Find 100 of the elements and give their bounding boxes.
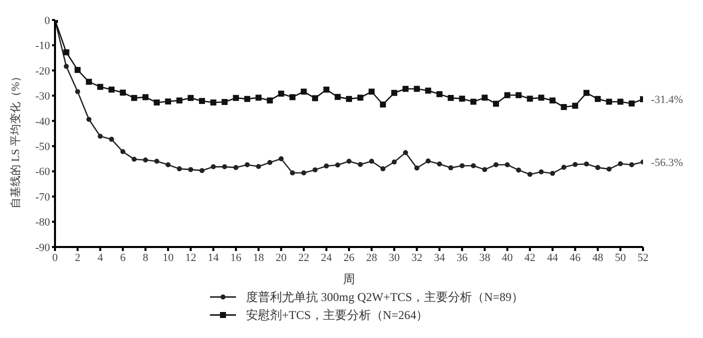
point xyxy=(266,97,273,104)
point xyxy=(402,86,409,92)
point xyxy=(176,97,182,104)
point xyxy=(550,170,556,176)
x-tick-label: 34 xyxy=(434,252,446,264)
point xyxy=(526,96,533,102)
point xyxy=(595,165,600,170)
y-tick-label: -90 xyxy=(35,242,50,254)
x-tick-label: 2 xyxy=(74,252,80,264)
point xyxy=(222,164,228,170)
point xyxy=(86,78,92,85)
point xyxy=(392,160,397,164)
point xyxy=(165,98,172,104)
point xyxy=(64,64,69,69)
annotation: -56.3% xyxy=(651,156,684,169)
x-tick-label: 32 xyxy=(411,252,422,264)
point xyxy=(584,162,589,167)
point xyxy=(538,94,544,101)
point xyxy=(86,116,92,122)
point xyxy=(256,164,262,170)
point xyxy=(561,164,566,170)
point xyxy=(594,96,601,102)
x-tick-label: 42 xyxy=(524,252,536,264)
point xyxy=(324,164,329,169)
point xyxy=(628,100,635,106)
point xyxy=(233,165,238,170)
y-tick-label: -30 xyxy=(35,90,50,103)
point xyxy=(132,156,137,162)
point xyxy=(493,100,499,107)
point xyxy=(380,166,386,172)
x-tick-label: 52 xyxy=(638,252,648,264)
point xyxy=(426,158,431,164)
x-tick-label: 22 xyxy=(298,252,310,264)
point xyxy=(312,95,318,102)
point xyxy=(97,84,104,90)
point xyxy=(335,162,340,168)
point xyxy=(109,136,114,142)
legend-label: 度普利尤单抗 300mg Q2W+TCS，主要分析（N=89） xyxy=(246,288,524,306)
x-tick-label: 6 xyxy=(120,252,126,264)
point xyxy=(142,157,148,162)
point xyxy=(199,98,205,104)
point xyxy=(618,161,623,166)
x-tick-label: 0 xyxy=(52,252,58,264)
point xyxy=(200,168,204,174)
point xyxy=(300,88,307,95)
point xyxy=(629,162,634,168)
x-tick-label: 16 xyxy=(230,252,242,264)
point xyxy=(494,162,498,168)
point xyxy=(176,166,182,172)
point xyxy=(120,90,126,96)
point xyxy=(414,86,420,92)
point xyxy=(346,96,352,102)
point xyxy=(482,167,488,172)
y-tick-label: -80 xyxy=(35,216,50,229)
point xyxy=(154,158,160,164)
point xyxy=(108,86,115,93)
point xyxy=(267,160,272,166)
point xyxy=(244,162,250,168)
point xyxy=(278,90,284,97)
point xyxy=(210,164,216,170)
point xyxy=(516,168,522,173)
y-tick-label: -10 xyxy=(35,40,50,52)
legend-label: 安慰剂+TCS，主要分析（N=264） xyxy=(246,306,428,324)
x-tick-label: 50 xyxy=(614,252,626,264)
point xyxy=(436,91,442,98)
point xyxy=(142,94,148,100)
point xyxy=(504,92,510,98)
x-tick-label: 48 xyxy=(592,252,604,264)
x-tick-label: 12 xyxy=(185,252,196,264)
point xyxy=(606,166,612,172)
x-tick-label: 20 xyxy=(276,252,288,264)
point xyxy=(572,102,578,109)
y-tick-label: -70 xyxy=(35,191,50,204)
point xyxy=(391,90,398,96)
point xyxy=(357,94,364,101)
point xyxy=(256,94,262,101)
point xyxy=(470,163,476,168)
point xyxy=(188,94,194,101)
annotation: -31.4% xyxy=(651,94,684,106)
y-tick-label: -40 xyxy=(35,116,50,128)
y-tick-label: -50 xyxy=(35,141,50,154)
x-tick-label: 4 xyxy=(97,252,104,264)
point xyxy=(583,90,590,96)
point xyxy=(460,163,465,168)
point xyxy=(403,150,408,156)
point xyxy=(63,49,70,56)
point xyxy=(346,158,352,164)
point xyxy=(482,94,488,101)
x-tick-label: 24 xyxy=(320,252,332,264)
point xyxy=(301,170,306,176)
x-tick-label: 46 xyxy=(570,252,582,264)
point xyxy=(323,86,330,93)
x-tick-label: 36 xyxy=(456,252,468,264)
point xyxy=(358,162,363,168)
point xyxy=(278,156,284,162)
point xyxy=(312,167,318,172)
x-tick-label: 30 xyxy=(388,252,400,264)
point xyxy=(470,98,476,105)
point xyxy=(414,166,420,171)
point xyxy=(222,98,228,105)
